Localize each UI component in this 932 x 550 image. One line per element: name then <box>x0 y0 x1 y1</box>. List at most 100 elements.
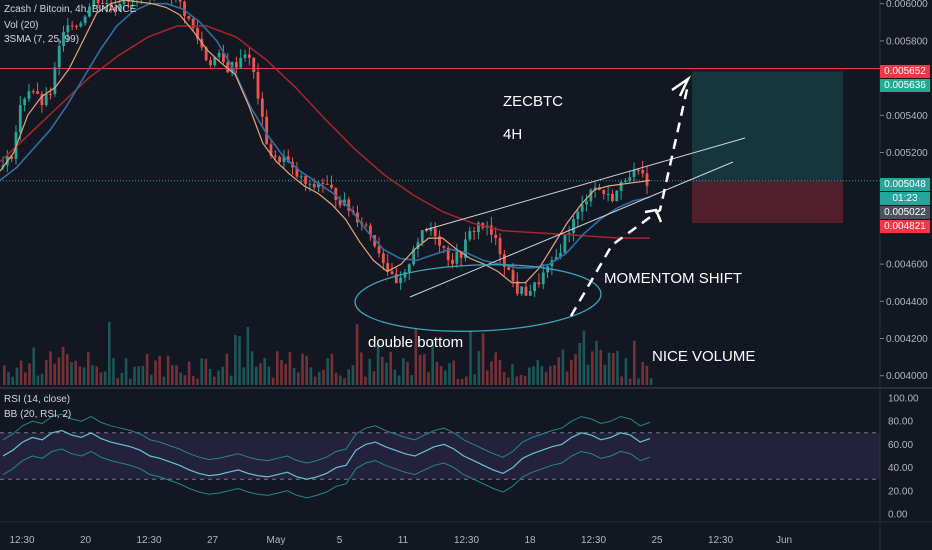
candle-body <box>498 238 502 255</box>
volume-bar <box>120 372 124 385</box>
channel-upper-line <box>424 137 746 231</box>
candle-body <box>576 211 580 220</box>
candle-body <box>593 187 597 190</box>
candle-body <box>438 236 441 246</box>
time-tick-label: 12:30 <box>708 535 733 546</box>
candle-body <box>554 257 558 261</box>
candle-body <box>636 169 640 171</box>
candle-body <box>403 272 407 278</box>
candle-body <box>299 176 303 178</box>
volume-bar <box>133 366 136 385</box>
candle-body <box>62 32 65 47</box>
volume-bar <box>61 346 65 385</box>
candle-body <box>515 281 519 294</box>
candle-body <box>559 252 562 258</box>
candle-body <box>79 23 83 27</box>
candle-body <box>528 291 532 296</box>
candle-body <box>394 273 398 284</box>
volume-bar <box>292 368 296 385</box>
candle-body <box>520 286 524 294</box>
candle-body <box>243 54 247 58</box>
volume-bar <box>620 376 623 385</box>
price-tick-label: 0.004400 <box>886 297 928 308</box>
time-tick-label: Jun <box>776 535 792 546</box>
candle-body <box>23 98 27 106</box>
rsi-tick-label: 0.00 <box>888 510 908 521</box>
candle-body <box>113 6 117 11</box>
volume-bar <box>406 361 409 385</box>
volume-bar <box>423 354 426 385</box>
time-tick-label: 11 <box>398 535 409 546</box>
candle-body <box>304 176 307 184</box>
candle-body <box>226 62 230 73</box>
rsi-tick-label: 20.00 <box>888 486 913 497</box>
volume-bar <box>376 344 380 385</box>
volume-bar <box>234 335 237 385</box>
candle-body <box>183 1 186 16</box>
candle-body <box>330 184 333 188</box>
candle-body <box>118 3 122 11</box>
candle-body <box>312 183 316 188</box>
volume-bar <box>465 376 468 385</box>
candle-body <box>40 93 44 105</box>
volume-bar <box>364 376 367 385</box>
volume-bar <box>612 353 615 385</box>
candle-body <box>464 239 467 258</box>
volume-bar <box>343 378 346 385</box>
rsi-tick-label: 80.00 <box>888 417 913 428</box>
candle-body <box>234 62 238 68</box>
volume-bar <box>591 351 594 385</box>
volume-bar <box>196 378 199 385</box>
price-tick-label: 0.004200 <box>886 334 928 345</box>
candle-body <box>92 0 96 7</box>
candle-body <box>286 156 290 162</box>
volume-bar <box>7 372 10 385</box>
candle-body <box>334 187 338 201</box>
candle-body <box>18 105 22 133</box>
candle-body <box>580 204 584 212</box>
time-tick-label: May <box>267 535 286 546</box>
volume-bar <box>444 370 447 385</box>
volume-bar <box>99 372 103 385</box>
volume-bar <box>28 363 31 385</box>
time-tick-label: 25 <box>651 535 663 546</box>
candle-body <box>420 230 424 243</box>
volume-bar <box>19 360 23 385</box>
volume-bar <box>385 362 388 385</box>
volume-bar <box>91 365 94 385</box>
volume-indicator-label: Vol (20) <box>4 20 39 31</box>
candle-body <box>278 156 282 163</box>
volume-bar <box>24 372 27 385</box>
volume-bar <box>124 358 128 385</box>
candle-body <box>472 231 476 233</box>
volume-bar <box>238 336 241 385</box>
price-tick-label: 0.004000 <box>886 371 928 382</box>
candle-body <box>399 277 403 284</box>
volume-bar <box>469 330 472 385</box>
volume-bar <box>192 375 195 385</box>
volume-bar <box>326 358 329 385</box>
candle-body <box>101 2 104 4</box>
volume-bar <box>494 352 497 385</box>
sma-indicator-label: 3SMA (7, 25, 99) <box>4 34 80 45</box>
volume-bar <box>435 361 439 385</box>
candle-body <box>96 0 100 3</box>
time-tick-label: 12:30 <box>136 535 161 546</box>
candle-body <box>628 177 632 181</box>
volume-bar <box>32 347 35 385</box>
volume-bar <box>561 349 565 385</box>
volume-bar <box>599 349 602 385</box>
volume-bar <box>11 376 14 385</box>
volume-bar <box>649 378 653 385</box>
projection-path <box>569 84 690 317</box>
rsi-tick-label: 40.00 <box>888 463 913 474</box>
candle-body <box>308 183 312 185</box>
volume-bar <box>204 358 208 385</box>
volume-bar <box>351 365 355 385</box>
volume-bar <box>536 360 539 385</box>
candle-body <box>325 183 329 185</box>
volume-bar <box>103 371 107 385</box>
candle-body <box>585 201 588 205</box>
time-tick-label: 18 <box>524 535 536 546</box>
